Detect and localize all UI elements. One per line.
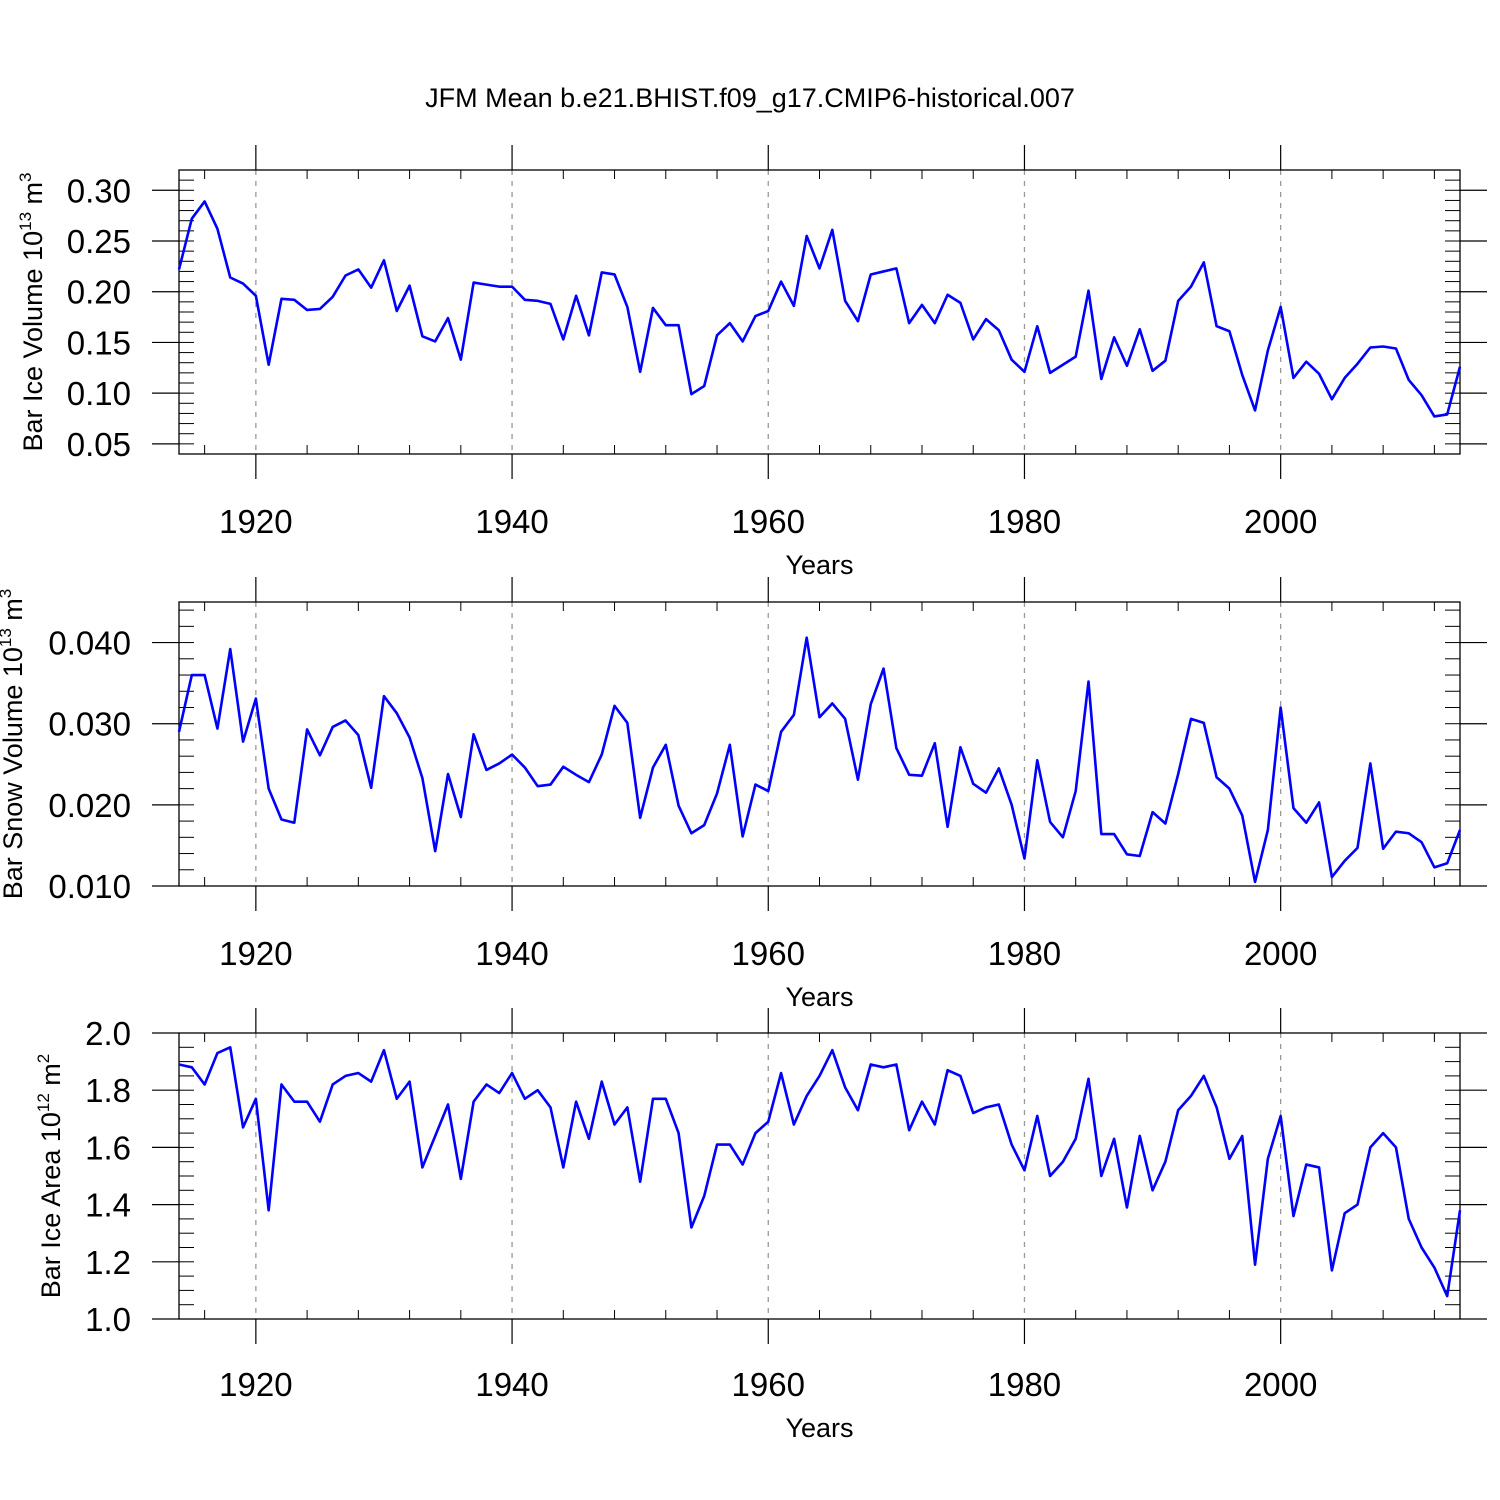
- plot-frame: [178, 169, 1461, 455]
- y-tick-label: 1.2: [85, 1244, 131, 1281]
- y-tick-label: 1.0: [85, 1301, 131, 1338]
- x-axis-label: Years: [785, 1413, 853, 1443]
- y-axis-label: Bar Ice Area 1012 m2: [34, 1054, 66, 1299]
- y-tick-label: 0.040: [48, 625, 131, 662]
- y-tick-label: 0.05: [67, 426, 131, 463]
- x-tick-label: 1940: [475, 1366, 548, 1403]
- x-tick-label: 1980: [988, 503, 1061, 540]
- y-tick-label: 0.10: [67, 375, 131, 412]
- x-tick-label: 1960: [732, 935, 805, 972]
- series-line: [177, 636, 1462, 884]
- series-line: [177, 200, 1462, 418]
- y-tick-label: 1.4: [85, 1187, 131, 1224]
- x-axis-label: Years: [785, 550, 853, 580]
- x-tick-label: 1940: [475, 503, 548, 540]
- panel-snow-volume: 0.010 0.020 0.030 0.040 1920 1940 1960 1980 2000…: [0, 577, 1487, 1012]
- panel-ice-area: 1.0 1.2 1.4 1.6 1.8 2.0 1920 1940 1960 1980 2000 Ye…: [34, 1008, 1487, 1443]
- plot-frame: [178, 601, 1461, 887]
- series-line: [178, 1046, 1462, 1298]
- y-tick-label: 1.8: [85, 1072, 131, 1109]
- y-tick-label: 0.30: [67, 172, 131, 209]
- y-tick-label: 0.020: [48, 787, 131, 824]
- x-tick-label: 1940: [475, 935, 548, 972]
- series-points: [178, 1047, 1461, 1297]
- panel-ice-volume: 0.05 0.10 0.15 0.20 0.25 0.30 1920 1940 1960 1980…: [16, 145, 1487, 580]
- x-tick-label: 1920: [219, 935, 292, 972]
- plot-frame: [178, 1032, 1461, 1320]
- y-tick-label: 0.20: [67, 274, 131, 311]
- x-tick-label: 1960: [732, 1366, 805, 1403]
- y-tick-label: 0.030: [48, 706, 131, 743]
- y-axis-label: Bar Snow Volume 1013 m3: [0, 589, 28, 900]
- x-tick-label: 1960: [732, 503, 805, 540]
- series-points: [178, 201, 1461, 417]
- chart-title: JFM Mean b.e21.BHIST.f09_g17.CMIP6-histo…: [425, 83, 1075, 113]
- x-tick-label: 2000: [1244, 503, 1317, 540]
- x-tick-label: 2000: [1244, 1366, 1317, 1403]
- y-tick-label: 0.15: [67, 324, 131, 361]
- y-axis-label: Bar Ice Volume 1013 m3: [16, 172, 48, 451]
- y-tick-label: 1.6: [85, 1129, 131, 1166]
- x-tick-label: 1980: [988, 935, 1061, 972]
- x-tick-label: 2000: [1244, 935, 1317, 972]
- series-points: [178, 637, 1461, 882]
- y-tick-label: 0.010: [48, 868, 131, 905]
- y-tick-label: 0.25: [67, 223, 131, 260]
- x-tick-label: 1920: [219, 1366, 292, 1403]
- x-tick-label: 1920: [219, 503, 292, 540]
- y-tick-label: 2.0: [85, 1015, 131, 1052]
- x-tick-label: 1980: [988, 1366, 1061, 1403]
- x-axis-label: Years: [785, 982, 853, 1012]
